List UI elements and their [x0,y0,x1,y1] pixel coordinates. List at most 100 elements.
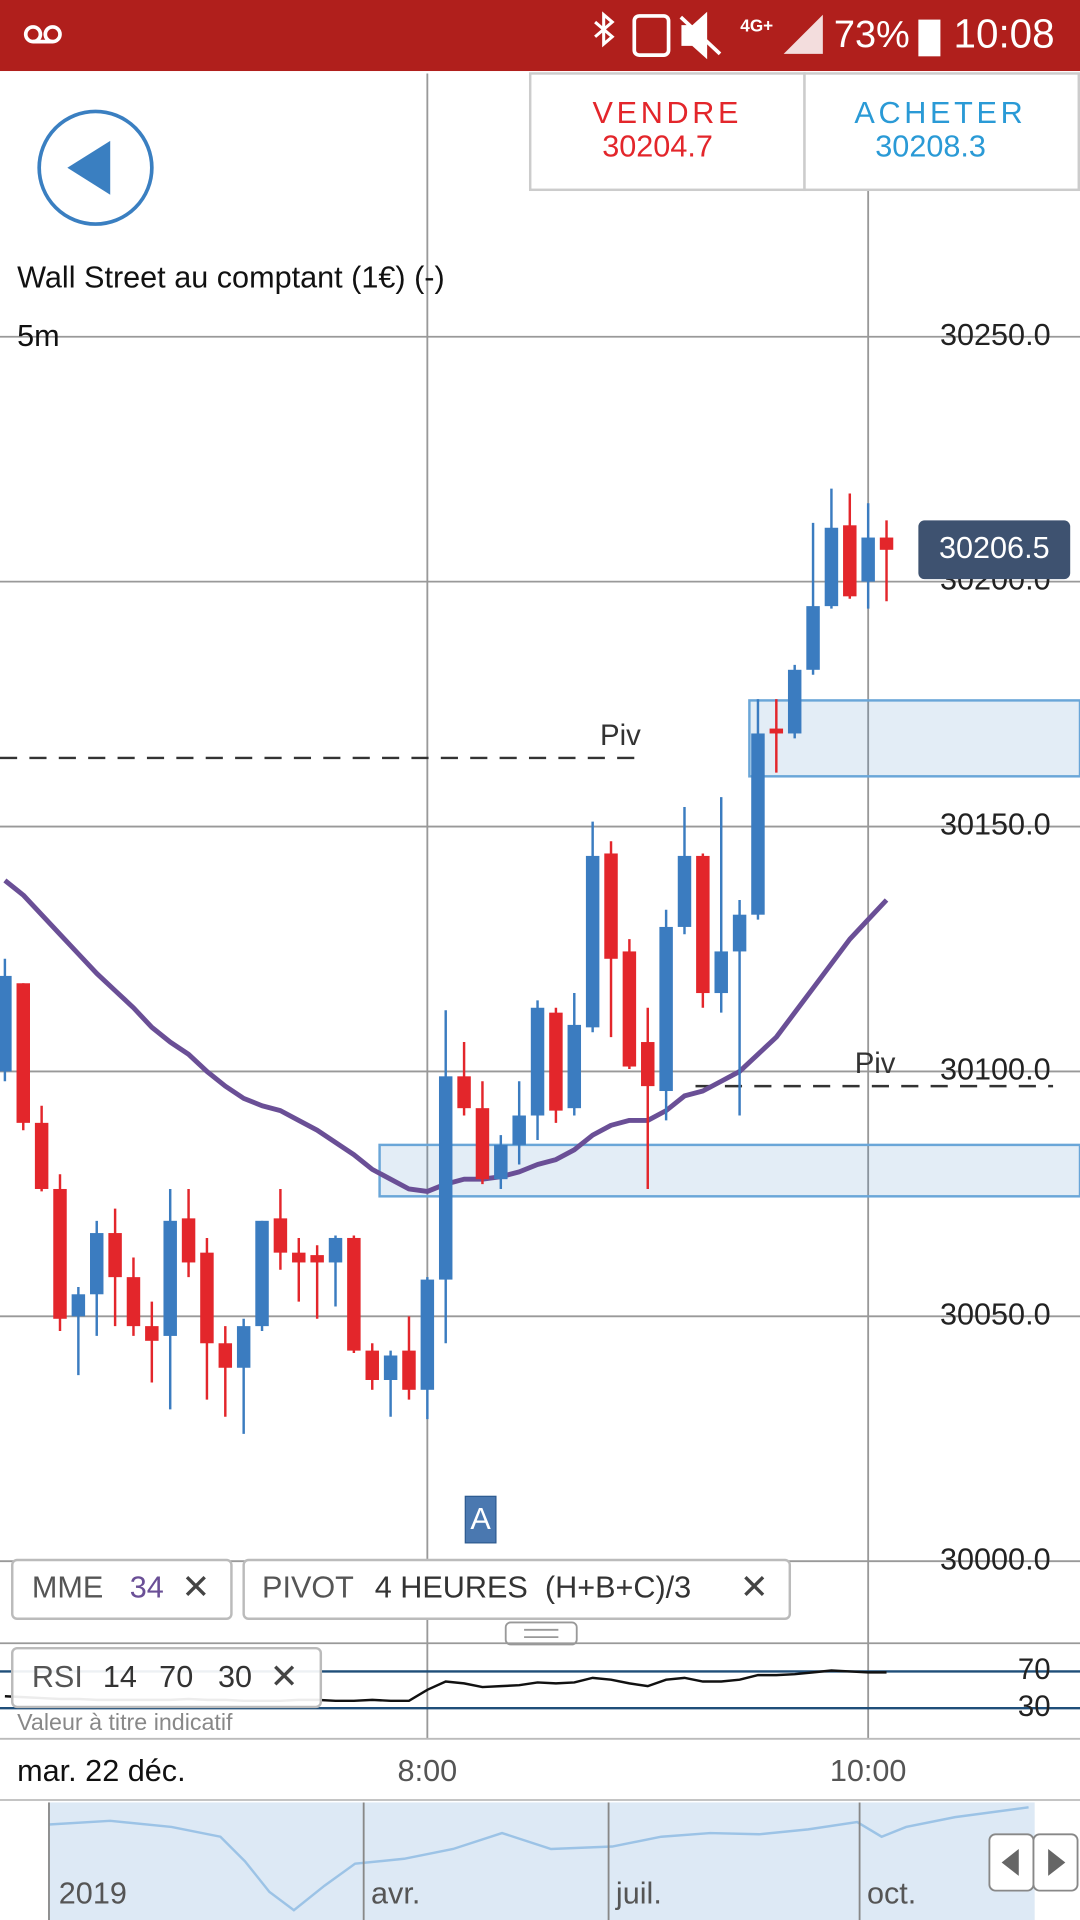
pivot-zone [748,699,1080,778]
candle-body [145,1326,159,1341]
candle-body [365,1350,379,1380]
candle-body [438,1076,453,1280]
rsi-upper-level: 70 [159,1660,193,1694]
mute-icon [679,11,722,60]
date-label: mar. 22 déc. [17,1754,185,1788]
candle-body [879,537,894,550]
candle-body [641,1042,655,1087]
navigator-line [48,1806,1029,1912]
rsi-lower-level: 30 [218,1660,252,1694]
y-tick-label: 30150.0 [940,808,1051,842]
date-background [0,1743,215,1800]
candle-body [861,537,875,582]
scroll-left-arrow [1001,1848,1019,1876]
x-tick-label: 10:00 [830,1754,907,1788]
candle-body [824,527,839,607]
candle-body [34,1122,49,1189]
pivot-label: Piv [855,1047,896,1080]
candle-body [585,855,600,1028]
candle-body [236,1326,251,1368]
candle-body [292,1252,306,1263]
candle-body [0,975,12,1072]
remove-icon[interactable]: ✕ [270,1658,299,1696]
pivot-name: PIVOT [262,1570,354,1604]
resize-handle[interactable] [504,1621,578,1646]
last-price-badge [918,520,1071,580]
candle-body [769,728,784,734]
battery-icon [918,19,941,57]
candle-body [475,1108,490,1180]
rsi-tick-label: 70 [1018,1653,1051,1686]
rsi-name: RSI [32,1660,83,1694]
mme-chip[interactable] [11,1558,233,1621]
x-tick-label: 8:00 [398,1754,458,1788]
candle-body [787,669,802,734]
pivot-period: 4 HEURES [375,1570,528,1604]
navigator-label: avr. [371,1877,420,1911]
sell-label: VENDRE [593,96,743,130]
candle-body [328,1237,343,1263]
candle-body [163,1220,177,1336]
pivot-formula: (H+B+C)/3 [545,1570,691,1604]
candle-body [420,1279,435,1390]
candle-body [218,1343,233,1368]
status-bar [0,0,1080,72]
candle-body [751,733,765,915]
y-tick-label: 30000.0 [940,1542,1051,1576]
time-axis-labels: 8:00 10:00 [398,1754,907,1788]
candle-body [732,914,747,952]
navigator-label: 2019 [59,1877,127,1911]
candle-body [843,525,857,597]
candle-body [383,1355,398,1380]
candle-body [604,853,618,959]
annotation-badge [464,1495,497,1544]
candle-body [347,1237,361,1351]
battery-percent: 73% [834,14,910,56]
pivot-chip[interactable] [242,1558,792,1621]
scroll-right-arrow [1048,1848,1066,1876]
candle-body [494,1144,508,1180]
rsi-chip[interactable] [11,1646,323,1709]
back-arrow [67,140,111,195]
candle-body [457,1076,471,1109]
rsi-tick-label: 30 [1018,1690,1051,1723]
candle-body [53,1188,67,1319]
navigator-window[interactable] [48,1802,1035,1920]
bluetooth-icon [594,11,615,48]
last-price-label: 30206.5 [939,531,1050,565]
candle-body [273,1218,288,1253]
candle-body [677,855,692,927]
candle-body [71,1294,86,1317]
candle-body [622,951,637,1067]
remove-icon[interactable]: ✕ [740,1568,769,1606]
sell-price: 30204.7 [602,129,713,163]
candle-body [181,1218,196,1263]
mme-period: 34 [130,1570,164,1604]
mme-name: MME [32,1570,103,1604]
pivot-label: Piv [600,719,641,752]
candle-body [108,1233,122,1278]
annotation-label: A [470,1502,491,1536]
clock: 10:08 [954,10,1055,56]
buy-button[interactable] [803,72,1080,192]
buy-label: ACHETER [854,96,1026,130]
chart-plot: 30000.030050.030100.030150.030200.030250… [0,73,1080,1739]
candle-body [549,1012,563,1111]
candle-body [310,1255,324,1263]
candle-body [16,983,30,1123]
timeframe: 5m [17,319,60,353]
buy-price: 30208.3 [875,129,986,163]
candle-body [806,606,820,670]
remove-icon[interactable]: ✕ [182,1568,211,1606]
navigator-label: juil. [615,1877,662,1911]
disclaimer: Valeur à titre indicatif [17,1709,233,1735]
candle-body [402,1350,416,1390]
candle-body [200,1252,214,1344]
candle-body [255,1220,269,1327]
voicemail-icon [23,25,62,44]
candle-body [512,1115,526,1145]
candle-body [714,951,728,994]
network-type: 4G+ [740,15,773,35]
